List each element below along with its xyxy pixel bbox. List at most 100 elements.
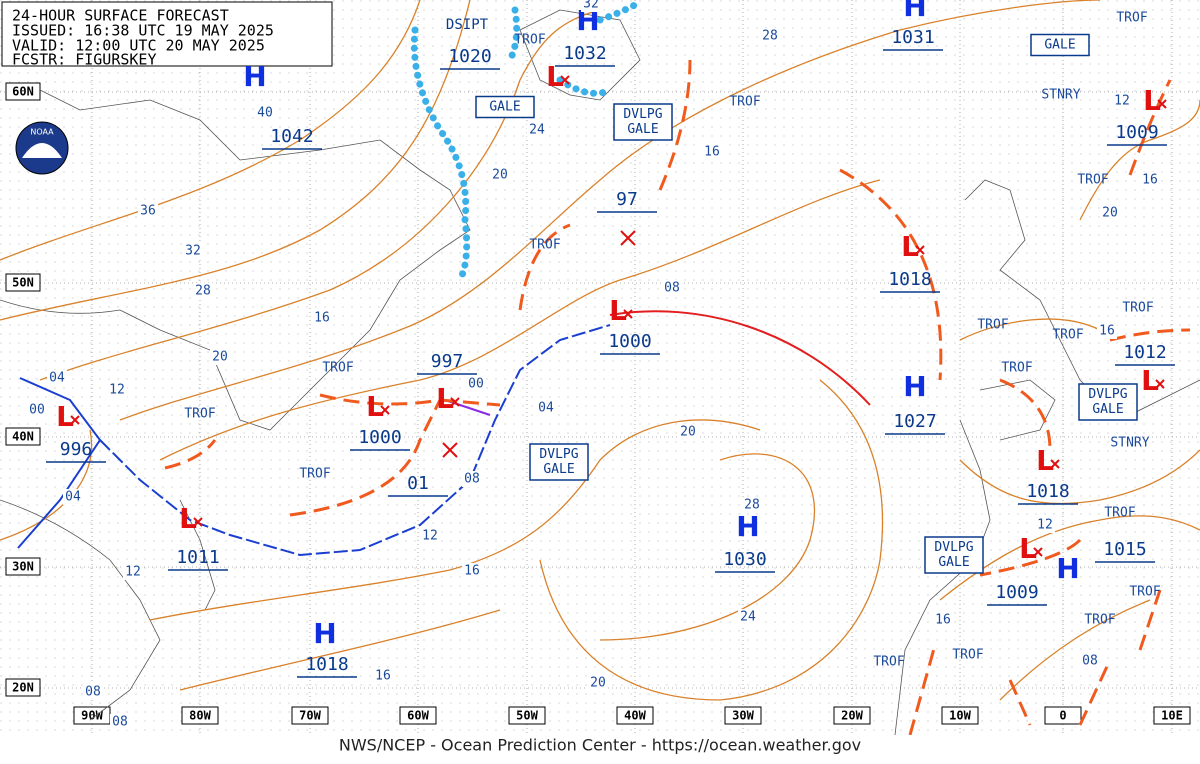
isobar-label: 12 bbox=[1037, 518, 1053, 533]
isobar-label: 16 bbox=[1099, 324, 1115, 339]
low-symbol: L bbox=[1019, 532, 1037, 565]
developing-low-cross bbox=[620, 230, 636, 246]
isobar-label-bg bbox=[1140, 172, 1160, 188]
lon-label-box bbox=[1044, 706, 1082, 725]
lat-label-box bbox=[5, 82, 41, 101]
pressure-label: 1015 bbox=[1103, 539, 1146, 560]
header-frame bbox=[1, 1, 333, 67]
warning-text: GALE bbox=[543, 462, 574, 477]
isobar-label-bg bbox=[462, 563, 482, 579]
logo-text: NOAA bbox=[30, 128, 54, 137]
pressure-label: 1042 bbox=[270, 126, 313, 147]
isobar-label-bg bbox=[527, 122, 547, 138]
isobar-label: 16 bbox=[935, 613, 951, 628]
low-symbol: L bbox=[901, 230, 919, 263]
isobar-label-bg bbox=[702, 144, 722, 160]
front-annotation: TROF bbox=[514, 33, 545, 48]
lon-label-box bbox=[941, 706, 979, 725]
header-box: 24-HOUR SURFACE FORECAST ISSUED: 16:38 U… bbox=[1, 1, 333, 69]
lon-label: 0 bbox=[1059, 709, 1066, 723]
isobar-label: 20 bbox=[212, 350, 228, 365]
front-annotation: TROF bbox=[529, 238, 560, 253]
footer: NWS/NCEP - Ocean Prediction Center - htt… bbox=[339, 736, 861, 755]
isobar-label: 20 bbox=[492, 168, 508, 183]
front-annotation: STNRY bbox=[1041, 88, 1080, 103]
isobar-label-bg bbox=[420, 528, 440, 544]
lon-label-box bbox=[1153, 706, 1191, 725]
warning-box bbox=[1030, 33, 1090, 57]
low-symbol: L bbox=[179, 502, 197, 535]
lon-label-box bbox=[508, 706, 546, 725]
high-symbol: H bbox=[903, 0, 926, 23]
low-cross bbox=[193, 517, 203, 527]
warning-text: DVLPG bbox=[934, 540, 973, 555]
isobar-label-bg bbox=[63, 489, 83, 505]
lat-label: 30N bbox=[12, 560, 34, 574]
pressure-label: 1032 bbox=[563, 43, 606, 64]
high-symbol: H bbox=[903, 370, 926, 403]
warning-text: GALE bbox=[1092, 402, 1123, 417]
pressure-label: 1000 bbox=[608, 331, 651, 352]
pressure-label: 997 bbox=[431, 351, 464, 372]
low-cross bbox=[623, 309, 633, 319]
low-cross bbox=[915, 245, 925, 255]
front-annotation: TROF bbox=[1001, 361, 1032, 376]
front-annotation: TROF bbox=[1116, 11, 1147, 26]
warning-box bbox=[1078, 383, 1138, 421]
high-symbol: H bbox=[576, 4, 599, 37]
low-symbol: L bbox=[366, 390, 384, 423]
low-symbol: L bbox=[609, 294, 627, 327]
low-cross bbox=[450, 397, 460, 407]
front-annotation: TROF bbox=[184, 407, 215, 422]
low-symbol: L bbox=[1036, 444, 1054, 477]
front-annotation: TROF bbox=[729, 95, 760, 110]
warning-box bbox=[924, 536, 984, 574]
isobar-label: 28 bbox=[195, 284, 211, 299]
isobar-label-bg bbox=[738, 609, 758, 625]
isobar-label: 12 bbox=[125, 565, 141, 580]
pressure-label: 1031 bbox=[891, 27, 934, 48]
pressure-label: 1018 bbox=[1026, 481, 1069, 502]
isobar-label: 04 bbox=[49, 371, 65, 386]
pressure-label: 1018 bbox=[305, 654, 348, 675]
lon-label: 40W bbox=[624, 709, 646, 723]
low-cross bbox=[1157, 99, 1167, 109]
header-line: FCSTR: FIGURSKEY bbox=[12, 51, 157, 69]
warning-text: DVLPG bbox=[623, 107, 662, 122]
isobar-label: 12 bbox=[422, 529, 438, 544]
low-symbol: L bbox=[1141, 364, 1159, 397]
high-symbol: H bbox=[1056, 552, 1079, 585]
pressure-label: 1009 bbox=[1115, 122, 1158, 143]
isobar-label-bg bbox=[107, 382, 127, 398]
warning-text: DVLPG bbox=[1088, 387, 1127, 402]
isobar-label: 12 bbox=[1114, 94, 1130, 109]
warning-box bbox=[613, 103, 673, 141]
isobar-label: 20 bbox=[1102, 206, 1118, 221]
front-annotation: STNRY bbox=[1110, 436, 1149, 451]
low-cross bbox=[70, 415, 80, 425]
front-annotation: TROF bbox=[1122, 301, 1153, 316]
developing-low-cross bbox=[442, 442, 458, 458]
isobar-label-bg bbox=[742, 497, 762, 513]
front-annotation: TROF bbox=[1052, 328, 1083, 343]
low-symbol: L bbox=[546, 60, 564, 93]
lon-label: 50W bbox=[516, 709, 538, 723]
warning-text: GALE bbox=[489, 100, 520, 115]
isobar-label: 24 bbox=[740, 610, 756, 625]
isobar-label: 16 bbox=[464, 564, 480, 579]
lat-label-box bbox=[5, 557, 41, 576]
low-cross bbox=[380, 405, 390, 415]
isobar-label: 28 bbox=[762, 29, 778, 44]
isobar-label-bg bbox=[933, 612, 953, 628]
isobar-label: 08 bbox=[664, 281, 680, 296]
high-symbol: H bbox=[736, 510, 759, 543]
pressure-label: 1012 bbox=[1123, 342, 1166, 363]
isobar-label-bg bbox=[662, 280, 682, 296]
lon-label: 10E bbox=[1161, 709, 1183, 723]
lon-label: 80W bbox=[189, 709, 211, 723]
pressure-label: 01 bbox=[407, 473, 429, 494]
isobar-label-bg bbox=[373, 668, 393, 684]
isobar-label-bg bbox=[138, 203, 158, 219]
warning-box bbox=[475, 95, 535, 119]
pressure-label: 1011 bbox=[176, 547, 219, 568]
